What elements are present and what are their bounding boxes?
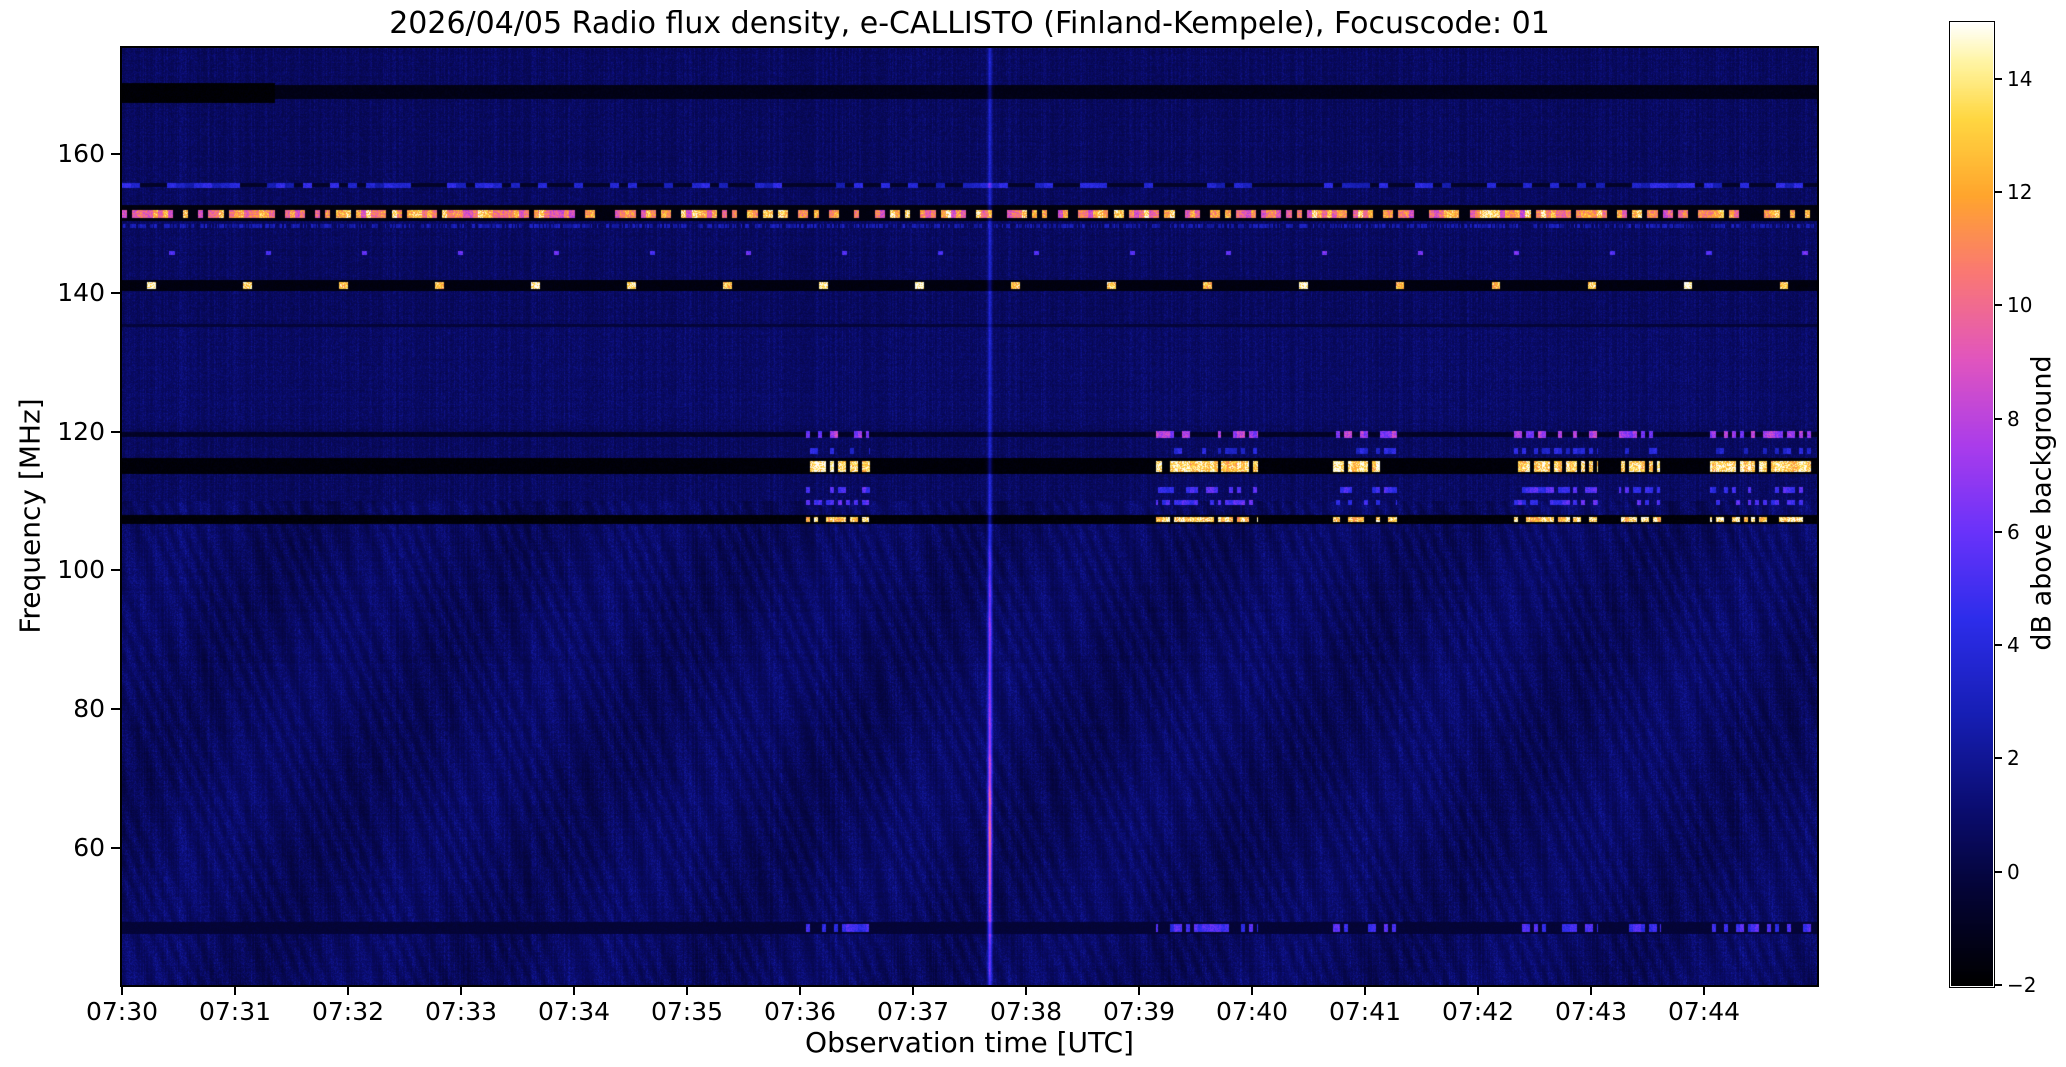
colorbar-tick-label: −2 bbox=[2007, 973, 2037, 997]
x-tick-label: 07:41 bbox=[1328, 997, 1402, 1026]
x-tick-label: 07:31 bbox=[198, 997, 272, 1026]
x-tick-label: 07:35 bbox=[650, 997, 724, 1026]
colorbar bbox=[1951, 23, 1993, 986]
x-tick-label: 07:44 bbox=[1667, 997, 1741, 1026]
colorbar-tick-mark bbox=[1994, 644, 2002, 647]
colorbar-tick-mark bbox=[1994, 984, 2002, 986]
y-axis-label: Frequency [MHz] bbox=[13, 398, 47, 634]
colorbar-tick-label: 12 bbox=[2007, 179, 2033, 204]
x-tick-label: 07:34 bbox=[537, 997, 611, 1026]
plot-area bbox=[120, 46, 1819, 987]
colorbar-tick-mark bbox=[1994, 530, 2002, 533]
colorbar-tick-mark bbox=[1994, 304, 2002, 307]
y-tick-label: 80 bbox=[73, 693, 105, 723]
x-tick-label: 07:32 bbox=[311, 997, 385, 1026]
spectrogram-canvas bbox=[122, 48, 1817, 985]
y-tick-label: 60 bbox=[73, 832, 105, 862]
colorbar-label: dB above background bbox=[2026, 355, 2058, 651]
x-tick-label: 07:37 bbox=[876, 997, 950, 1026]
x-tick-label: 07:30 bbox=[85, 997, 159, 1026]
colorbar-tick-label: 14 bbox=[2007, 66, 2033, 91]
colorbar-tick-label: 0 bbox=[2007, 859, 2020, 884]
colorbar-tick-label: 2 bbox=[2007, 746, 2020, 771]
x-tick-label: 07:33 bbox=[424, 997, 498, 1026]
x-tick-label: 07:39 bbox=[1102, 997, 1176, 1026]
x-tick-label: 07:36 bbox=[763, 997, 837, 1026]
colorbar-tick-label: 10 bbox=[2007, 293, 2033, 318]
chart-title: 2026/04/05 Radio flux density, e-CALLIST… bbox=[389, 6, 1550, 41]
colorbar-tick-mark bbox=[1994, 417, 2002, 420]
colorbar-frame bbox=[1949, 21, 1995, 988]
x-tick-label: 07:43 bbox=[1554, 997, 1628, 1026]
x-tick-label: 07:38 bbox=[989, 997, 1063, 1026]
x-tick-label: 07:42 bbox=[1441, 997, 1515, 1026]
colorbar-tick-mark bbox=[1994, 77, 2002, 80]
y-tick-label: 160 bbox=[57, 139, 105, 169]
colorbar-tick-mark bbox=[1994, 870, 2002, 873]
y-tick-label: 140 bbox=[57, 277, 105, 307]
x-tick-label: 07:40 bbox=[1215, 997, 1289, 1026]
colorbar-tick-mark bbox=[1994, 757, 2002, 760]
x-axis-label: Observation time [UTC] bbox=[805, 1026, 1134, 1059]
colorbar-tick-mark bbox=[1994, 190, 2002, 193]
